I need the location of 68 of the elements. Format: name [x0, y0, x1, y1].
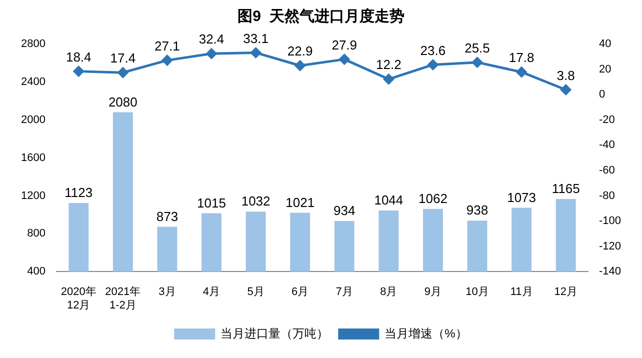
point [516, 66, 527, 78]
point [162, 55, 172, 66]
data-label: 1123 [64, 185, 93, 200]
y2-tick-label: -80 [598, 190, 615, 202]
point [206, 48, 217, 59]
x-tick-label: 7月 [336, 286, 353, 298]
y2-tick-label: 40 [598, 38, 612, 50]
y-tick-label: 2400 [20, 76, 46, 88]
legend-label: 当月进口量（万吨） [220, 326, 329, 340]
y-tick-label: 2000 [20, 114, 46, 126]
data-label: 1015 [197, 195, 226, 210]
data-label: 17.4 [110, 50, 136, 66]
data-label: 23.6 [420, 42, 446, 58]
data-label: 27.9 [332, 37, 358, 52]
y2-tick-label: -40 [598, 139, 615, 152]
y2-tick-label: -60 [598, 164, 615, 176]
data-label: 1021 [286, 194, 315, 210]
data-label: 1044 [374, 192, 404, 208]
y-tick-label: 800 [27, 228, 46, 240]
x-tick-label: 9月 [424, 286, 442, 298]
data-label: 18.4 [66, 49, 92, 64]
y2-tick-label: 20 [598, 63, 612, 76]
x-tick-label: 12月 [554, 286, 578, 298]
x-tick-label: 8月 [380, 286, 398, 298]
data-label: 12.2 [376, 57, 402, 72]
x-tick-label: 4月 [202, 286, 220, 298]
point [118, 67, 128, 78]
data-label: 33.1 [243, 30, 268, 46]
data-label: 934 [334, 203, 356, 218]
point [560, 84, 572, 96]
data-label: 1032 [241, 194, 270, 209]
x-tick-label: 2021年 1-2月 [105, 286, 141, 312]
point [339, 54, 350, 65]
x-tick-label: 6月 [292, 286, 309, 298]
data-label: 873 [156, 208, 178, 224]
data-label: 938 [466, 202, 488, 218]
chart-title: 图9 天然气进口月度走势 [238, 7, 404, 26]
data-label: 3.8 [556, 68, 575, 83]
legend-label: 当月增速（%） [384, 326, 468, 340]
data-label: 1073 [507, 190, 536, 205]
y-tick-label: 400 [27, 266, 46, 278]
y2-tick-label: 0 [598, 88, 606, 101]
y2-tick-label: -140 [598, 266, 622, 278]
y2-tick-label: -120 [598, 240, 622, 252]
data-label: 1165 [552, 181, 580, 196]
y-tick-label: 2800 [20, 38, 46, 50]
x-tick-label: 5月 [247, 286, 264, 298]
point [428, 59, 438, 70]
y-tick-label: 1200 [20, 190, 46, 202]
point [472, 57, 482, 68]
data-label: 25.5 [464, 40, 490, 56]
data-label: 2080 [108, 94, 138, 110]
point [250, 47, 262, 58]
y2-tick-label: -20 [598, 114, 615, 126]
x-tick-label: 2020年 12月 [60, 286, 96, 312]
data-label: 1062 [418, 190, 448, 206]
data-label: 32.4 [198, 32, 224, 47]
y-tick-label: 1600 [20, 152, 46, 164]
data-label: 27.1 [154, 38, 180, 54]
point [294, 60, 306, 71]
x-tick-label: 10月 [466, 286, 489, 298]
x-tick-label: 11月 [510, 286, 533, 298]
point [73, 66, 84, 77]
data-label: 22.9 [287, 44, 313, 59]
y2-tick-label: -100 [598, 215, 622, 228]
data-label: 17.8 [508, 50, 534, 66]
point [383, 74, 394, 84]
x-tick-label: 3月 [158, 286, 176, 298]
